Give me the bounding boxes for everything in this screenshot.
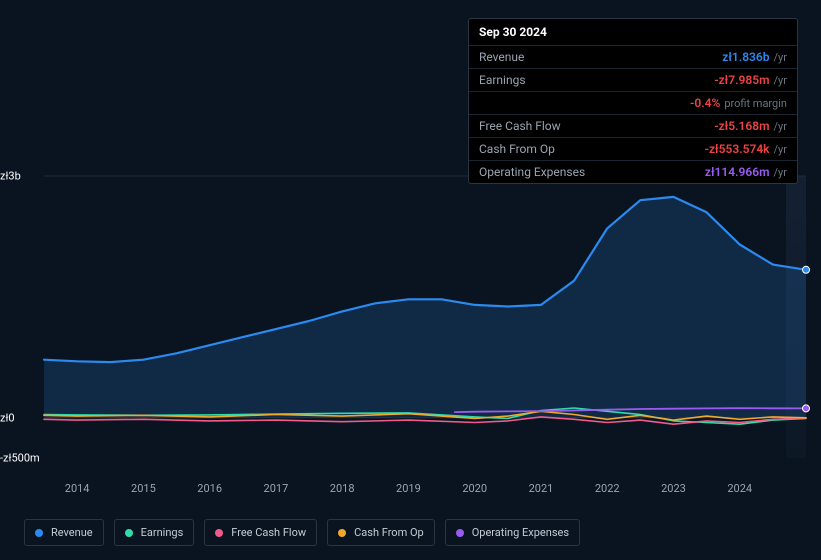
legend-swatch-icon — [456, 529, 464, 537]
series-end-dot-opex — [803, 405, 810, 412]
x-axis-label: 2022 — [595, 482, 620, 495]
legend-label: Free Cash Flow — [231, 526, 306, 539]
tooltip-row-label: Cash From Op — [479, 142, 555, 156]
y-axis-label: zł0 — [0, 411, 42, 424]
tooltip-row: Revenue zł1.836b/yr — [469, 45, 797, 68]
chart-x-axis: 2014 2015 2016 2017 2018 2019 2020 2021 2022 2023… — [44, 482, 806, 498]
financial-chart: zł3bzł0-zł500m 2014201520162017201820192… — [0, 0, 821, 560]
y-axis-label: zł3b — [0, 170, 42, 183]
series-area-revenue — [44, 197, 806, 418]
legend-swatch-icon — [125, 529, 133, 537]
tooltip-row-value: -0.4%profit margin — [690, 96, 787, 110]
x-axis-label: 2024 — [727, 482, 752, 495]
tooltip-row-value: -zł7.985m/yr — [714, 73, 787, 87]
chart-lines — [44, 176, 806, 458]
x-axis-label: 2019 — [396, 482, 421, 495]
x-axis-label: 2014 — [65, 482, 90, 495]
x-axis-label: 2015 — [131, 482, 156, 495]
legend-item-revenue[interactable]: Revenue — [24, 519, 104, 546]
legend-label: Cash From Op — [354, 526, 424, 539]
tooltip-row: Cash From Op -zł553.574k/yr — [469, 137, 797, 160]
legend-item-fcf[interactable]: Free Cash Flow — [204, 519, 317, 546]
tooltip-row: -0.4%profit margin — [469, 91, 797, 114]
tooltip-row-value: zł1.836b/yr — [722, 50, 787, 64]
legend-label: Operating Expenses — [472, 526, 569, 539]
legend-label: Revenue — [51, 526, 93, 539]
tooltip-row: Operating Expenses zł114.966m/yr — [469, 160, 797, 183]
x-axis-label: 2021 — [529, 482, 554, 495]
y-axis-label: -zł500m — [0, 452, 42, 465]
chart-tooltip: Sep 30 2024 Revenue zł1.836b/yr Earnings -z… — [468, 18, 798, 184]
tooltip-row-value: zł114.966m/yr — [705, 165, 787, 179]
tooltip-row-label: Operating Expenses — [479, 165, 585, 179]
legend-item-earnings[interactable]: Earnings — [114, 519, 195, 546]
legend-swatch-icon — [35, 529, 43, 537]
tooltip-row: Earnings -zł7.985m/yr — [469, 68, 797, 91]
chart-plot-area[interactable] — [44, 176, 806, 458]
tooltip-row-label: Free Cash Flow — [479, 119, 561, 133]
x-axis-label: 2018 — [330, 482, 355, 495]
tooltip-row-value: -zł5.168m/yr — [714, 119, 787, 133]
chart-legend: Revenue Earnings Free Cash Flow Cash From O… — [24, 519, 580, 546]
tooltip-row-value: -zł553.574k/yr — [705, 142, 787, 156]
legend-label: Earnings — [141, 526, 184, 539]
legend-swatch-icon — [338, 529, 346, 537]
tooltip-row: Free Cash Flow -zł5.168m/yr — [469, 114, 797, 137]
tooltip-date: Sep 30 2024 — [469, 19, 797, 45]
x-axis-label: 2016 — [197, 482, 222, 495]
tooltip-row-label: Earnings — [479, 73, 526, 87]
tooltip-row-label: Revenue — [479, 50, 524, 64]
legend-item-cfo[interactable]: Cash From Op — [327, 519, 435, 546]
x-axis-label: 2020 — [462, 482, 487, 495]
legend-swatch-icon — [215, 529, 223, 537]
legend-item-opex[interactable]: Operating Expenses — [445, 519, 580, 546]
series-end-dot-revenue — [803, 266, 810, 273]
x-axis-label: 2017 — [264, 482, 289, 495]
x-axis-label: 2023 — [661, 482, 686, 495]
